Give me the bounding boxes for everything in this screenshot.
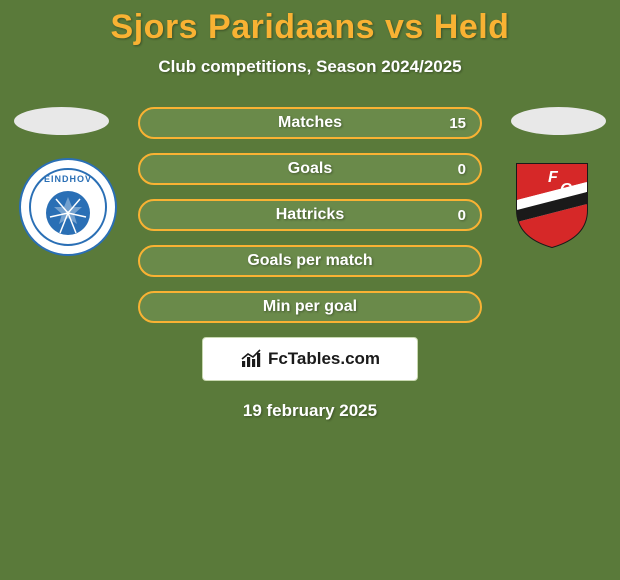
svg-text:C: C: [560, 181, 572, 198]
stat-label: Matches: [278, 114, 342, 132]
generation-date: 19 february 2025: [0, 401, 620, 421]
stat-row-min-per-goal: Min per goal: [138, 291, 482, 323]
watermark-text: FcTables.com: [268, 349, 380, 369]
stat-row-hattricks: Hattricks 0: [138, 199, 482, 231]
stat-label: Goals per match: [247, 252, 372, 270]
watermark[interactable]: FcTables.com: [202, 337, 418, 381]
stat-rows: Matches 15 Goals 0 Hattricks 0 Goals per…: [138, 107, 482, 323]
page-subtitle: Club competitions, Season 2024/2025: [0, 57, 620, 77]
stat-label: Hattricks: [276, 206, 344, 224]
stat-value-right: 0: [458, 207, 466, 224]
player-placeholder-right: [511, 107, 606, 135]
stat-label: Min per goal: [263, 298, 357, 316]
club-badge-right: F C: [502, 152, 602, 252]
svg-text:EINDHOV: EINDHOV: [44, 174, 92, 184]
bar-chart-icon: [240, 349, 264, 369]
club-badge-left: EINDHOV: [18, 157, 118, 257]
stat-row-matches: Matches 15: [138, 107, 482, 139]
content-area: EINDHOV F C: [0, 107, 620, 421]
page-title: Sjors Paridaans vs Held: [0, 0, 620, 47]
svg-text:F: F: [548, 169, 559, 186]
stat-value-right: 0: [458, 161, 466, 178]
stat-row-goals-per-match: Goals per match: [138, 245, 482, 277]
eindhoven-badge-icon: EINDHOV: [18, 157, 118, 257]
player-placeholder-left: [14, 107, 109, 135]
stat-label: Goals: [288, 160, 332, 178]
stat-value-right: 15: [449, 115, 466, 132]
comparison-infographic: Sjors Paridaans vs Held Club competition…: [0, 0, 620, 580]
stat-row-goals: Goals 0: [138, 153, 482, 185]
utrecht-badge-icon: F C: [502, 152, 602, 252]
